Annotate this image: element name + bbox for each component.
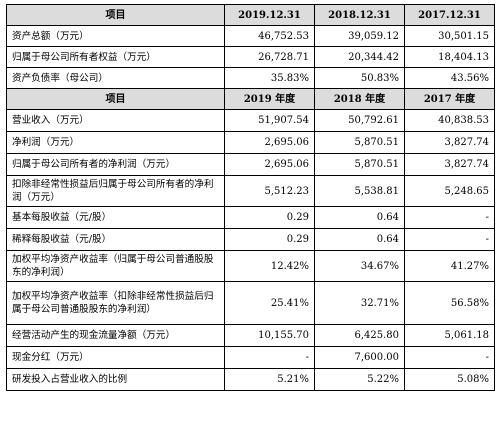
table-row: 营业收入（万元） 51,907.54 50,792.61 40,838.53 xyxy=(6,109,495,132)
cell-value: - xyxy=(404,206,495,229)
cell-value: 30,501.15 xyxy=(404,25,495,47)
cell-value: 6,425.80 xyxy=(314,324,405,347)
row-label: 扣除非经常性损益后归属于母公司所有者的净利润（万元） xyxy=(6,175,225,207)
row-label: 基本每股收益（元/股） xyxy=(6,206,225,229)
cell-value: 46,752.53 xyxy=(224,25,315,47)
cell-value: 41.27% xyxy=(404,250,495,282)
header-2018-12-31: 2018.12.31 xyxy=(314,4,405,26)
cell-value: 5,061.18 xyxy=(404,324,495,347)
table-row: 资产负债率（母公司） 35.83% 50.83% 43.56% xyxy=(6,67,495,89)
row-label: 加权平均净资产收益率（扣除非经常性损益后归属于母公司普通股股东的净利润） xyxy=(6,281,225,325)
cell-value: 39,059.12 xyxy=(314,25,405,47)
cell-value: - xyxy=(404,228,495,251)
row-label: 经营活动产生的现金流量净额（万元） xyxy=(6,324,225,347)
cell-value: 0.29 xyxy=(224,206,315,229)
table-row: 稀释每股收益（元/股） 0.29 0.64 - xyxy=(6,228,495,251)
row-label: 现金分红（万元） xyxy=(6,346,225,369)
cell-value: 25.41% xyxy=(224,281,315,325)
header-2017: 2017 年度 xyxy=(404,88,495,110)
cell-value: 5.21% xyxy=(224,368,315,391)
table-row: 归属于母公司所有者权益（万元） 26,728.71 20,344.42 18,4… xyxy=(6,46,495,68)
header-2018: 2018 年度 xyxy=(314,88,405,110)
row-label: 研发投入占营业收入的比例 xyxy=(6,368,225,391)
cell-value: 5,512.23 xyxy=(224,175,315,207)
cell-value: 26,728.71 xyxy=(224,46,315,68)
financial-summary-table: 项目 2019.12.31 2018.12.31 2017.12.31 资产总额… xyxy=(6,4,495,391)
cell-value: 10,155.70 xyxy=(224,324,315,347)
cell-value: 51,907.54 xyxy=(224,109,315,132)
header-item: 项目 xyxy=(6,88,225,110)
cell-value: 35.83% xyxy=(224,67,315,89)
cell-value: 5,248.65 xyxy=(404,175,495,207)
cell-value: 34.67% xyxy=(314,250,405,282)
cell-value: 5,870.51 xyxy=(314,131,405,154)
table-row: 加权平均净资产收益率（归属于母公司普通股股东的净利润） 12.42% 34.67… xyxy=(6,250,495,282)
cell-value: 5.22% xyxy=(314,368,405,391)
table-row: 净利润（万元） 2,695.06 5,870.51 3,827.74 xyxy=(6,131,495,154)
row-label: 归属于母公司所有者权益（万元） xyxy=(6,46,225,68)
table-row: 基本每股收益（元/股） 0.29 0.64 - xyxy=(6,206,495,229)
row-label: 营业收入（万元） xyxy=(6,109,225,132)
table1-header-row: 项目 2019.12.31 2018.12.31 2017.12.31 xyxy=(6,4,495,26)
row-label: 归属于母公司所有者的净利润（万元） xyxy=(6,153,225,176)
header-2017-12-31: 2017.12.31 xyxy=(404,4,495,26)
cell-value: 0.29 xyxy=(224,228,315,251)
row-label: 加权平均净资产收益率（归属于母公司普通股股东的净利润） xyxy=(6,250,225,282)
table-row: 资产总额（万元） 46,752.53 39,059.12 30,501.15 xyxy=(6,25,495,47)
row-label: 资产总额（万元） xyxy=(6,25,225,47)
table-row: 经营活动产生的现金流量净额（万元） 10,155.70 6,425.80 5,0… xyxy=(6,324,495,347)
row-label: 资产负债率（母公司） xyxy=(6,67,225,89)
cell-value: 0.64 xyxy=(314,206,405,229)
cell-value: - xyxy=(404,346,495,369)
cell-value: 50.83% xyxy=(314,67,405,89)
cell-value: 7,600.00 xyxy=(314,346,405,369)
table-row: 加权平均净资产收益率（扣除非经常性损益后归属于母公司普通股股东的净利润） 25.… xyxy=(6,281,495,325)
header-item: 项目 xyxy=(6,4,225,26)
cell-value: 5,538.81 xyxy=(314,175,405,207)
cell-value: 3,827.74 xyxy=(404,131,495,154)
cell-value: 2,695.06 xyxy=(224,131,315,154)
cell-value: 56.58% xyxy=(404,281,495,325)
cell-value: 40,838.53 xyxy=(404,109,495,132)
cell-value: - xyxy=(224,346,315,369)
cell-value: 12.42% xyxy=(224,250,315,282)
table-row: 归属于母公司所有者的净利润（万元） 2,695.06 5,870.51 3,82… xyxy=(6,153,495,176)
table-row: 现金分红（万元） - 7,600.00 - xyxy=(6,346,495,369)
cell-value: 5.08% xyxy=(404,368,495,391)
cell-value: 43.56% xyxy=(404,67,495,89)
cell-value: 3,827.74 xyxy=(404,153,495,176)
table2-header-row: 项目 2019 年度 2018 年度 2017 年度 xyxy=(6,88,495,110)
header-2019: 2019 年度 xyxy=(224,88,315,110)
cell-value: 20,344.42 xyxy=(314,46,405,68)
table-row: 扣除非经常性损益后归属于母公司所有者的净利润（万元） 5,512.23 5,53… xyxy=(6,175,495,207)
cell-value: 50,792.61 xyxy=(314,109,405,132)
cell-value: 2,695.06 xyxy=(224,153,315,176)
cell-value: 18,404.13 xyxy=(404,46,495,68)
cell-value: 5,870.51 xyxy=(314,153,405,176)
header-2019-12-31: 2019.12.31 xyxy=(224,4,315,26)
row-label: 净利润（万元） xyxy=(6,131,225,154)
cell-value: 32.71% xyxy=(314,281,405,325)
cell-value: 0.64 xyxy=(314,228,405,251)
row-label: 稀释每股收益（元/股） xyxy=(6,228,225,251)
table-row: 研发投入占营业收入的比例 5.21% 5.22% 5.08% xyxy=(6,368,495,391)
